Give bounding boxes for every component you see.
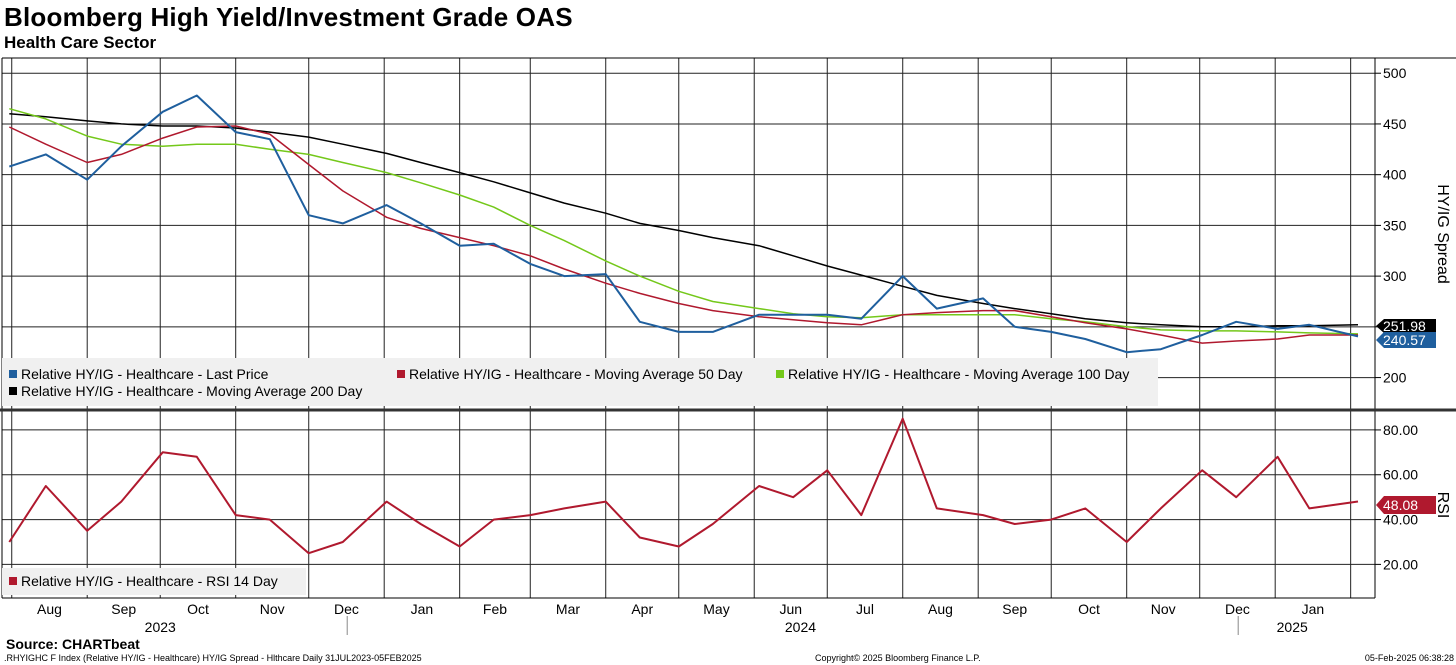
legend-ma50-label: Relative HY/IG - Healthcare - Moving Ave… [409,366,743,382]
rsi-last-label: 48.08 [1376,496,1436,514]
legend-rsi-label: Relative HY/IG - Healthcare - RSI 14 Day [21,573,278,589]
x-tick-label: Aug [37,601,62,617]
x-tick-label: Jun [779,601,802,617]
top-panel-series [8,94,1359,354]
x-axis-year-labels: 2023 2024 2025 [145,616,1308,635]
rsi-y-tick-label: 80.00 [1383,422,1418,438]
x-tick-label: May [703,601,729,617]
x-tick-label: Oct [1078,601,1100,617]
year-label: 2023 [145,619,176,635]
rsi-y-tick-label: 60.00 [1383,467,1418,483]
x-axis-month-labels: Aug Sep Oct Nov Dec Jan Feb Mar Apr May Jun Jul Aug S… [37,601,1324,617]
year-label: 2024 [785,619,816,635]
y-tick-label: 350 [1383,217,1407,233]
x-tick-label: Apr [631,601,653,617]
x-tick-label: Jan [411,601,434,617]
ma200-last-label: 251.98 [1376,318,1436,334]
x-tick-label: Jul [856,601,874,617]
chart-subtitle: Health Care Sector [4,33,157,52]
x-tick-label: Aug [928,601,953,617]
x-tick-label: Dec [334,601,359,617]
footer-timestamp: 05-Feb-2025 06:38:28 [1364,653,1454,663]
footer-copyright: Copyright© 2025 Bloomberg Finance L.P. [815,653,981,663]
x-tick-label: Dec [1225,601,1250,617]
x-tick-label: Nov [1151,601,1176,617]
rsi-last-value: 48.08 [1383,497,1418,513]
footer-ticker-info: .RHYIGHC F Index (Relative HY/IG - Healt… [4,653,422,663]
gridlines [2,58,1375,598]
series-rsi [8,417,1359,555]
x-tick-label: Sep [111,601,136,617]
y-tick-label: 300 [1383,268,1407,284]
rsi-legend-box [2,568,306,595]
series-ma100 [9,107,1359,335]
x-tick-label: Mar [556,601,580,617]
legend-item-ma50: Relative HY/IG - Healthcare - Moving Ave… [397,366,743,382]
ma200-last-value: 251.98 [1383,318,1426,334]
x-tick-label: Jan [1302,601,1325,617]
x-tick-label: Sep [1002,601,1027,617]
x-tick-label: Nov [260,601,285,617]
rsi-y-tick-label: 20.00 [1383,556,1418,572]
legend-item-rsi: Relative HY/IG - Healthcare - RSI 14 Day [9,573,278,589]
y-tick-label: 200 [1383,370,1407,386]
series-ma200 [9,113,1359,328]
chart-title: Bloomberg High Yield/Investment Grade OA… [4,2,573,32]
series-ma50 [8,125,1358,344]
source-note: Source: CHARTbeat [6,636,140,652]
last-price-last-value: 240.57 [1383,332,1426,348]
top-y-axis-label: HY/IG Spread [1434,184,1451,284]
x-tick-label: Feb [483,601,507,617]
x-tick-label: Oct [187,601,209,617]
rsi-panel-series [8,417,1359,555]
legend-item-ma200: Relative HY/IG - Healthcare - Moving Ave… [9,383,362,399]
legend-item-last-price: Relative HY/IG - Healthcare - Last Price [9,366,269,382]
last-price-last-label: 240.57 [1376,332,1436,348]
rsi-y-axis-label: RSI [1434,492,1451,519]
year-label: 2025 [1277,619,1308,635]
top-legend-box [2,358,1158,406]
legend-item-ma100: Relative HY/IG - Healthcare - Moving Ave… [776,366,1129,382]
series-last-price [8,94,1359,354]
legend-last-price-label: Relative HY/IG - Healthcare - Last Price [21,366,269,382]
rsi-y-tick-label: 40.00 [1383,512,1418,528]
chart-frame [0,57,1456,599]
y-tick-label: 500 [1383,65,1407,81]
y-tick-label: 400 [1383,167,1407,183]
legend-ma200-label: Relative HY/IG - Healthcare - Moving Ave… [21,383,362,399]
rsi-y-ticks: 80.00 60.00 40.00 20.00 [1375,422,1418,572]
y-tick-label: 450 [1383,116,1407,132]
legend-ma100-label: Relative HY/IG - Healthcare - Moving Ave… [788,366,1129,382]
